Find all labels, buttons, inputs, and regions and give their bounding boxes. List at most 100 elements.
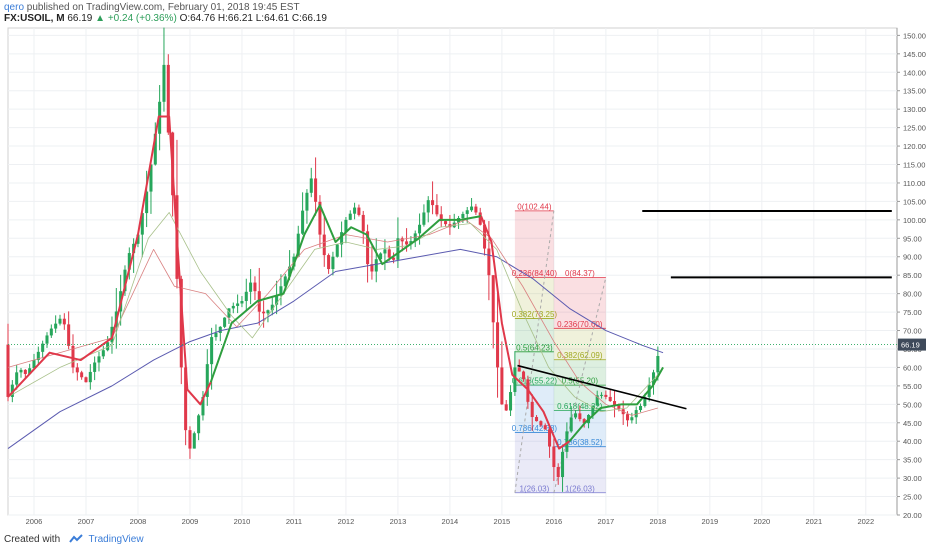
candle-body: [101, 350, 105, 357]
candle-body: [23, 369, 27, 374]
candle-body: [127, 253, 131, 270]
fib-zone: [514, 318, 554, 352]
candle-body: [626, 414, 630, 421]
candle-body: [465, 210, 469, 214]
candle-body: [643, 396, 647, 406]
ma-fast-green-line: [209, 204, 482, 383]
tradingview-brand-link[interactable]: TradingView: [88, 534, 144, 545]
candle-body: [431, 200, 435, 206]
candle-body: [322, 234, 326, 256]
candle-body: [197, 415, 201, 434]
candle-body: [205, 364, 209, 397]
candle-body: [49, 328, 53, 336]
candle-body: [439, 214, 443, 222]
price-change: ▲ +0.24 (+0.36%): [95, 13, 177, 24]
candle-body: [275, 295, 279, 305]
candle-body: [6, 344, 10, 397]
y-tick-label: 80.00: [903, 290, 922, 299]
current-price: 66.19: [67, 13, 93, 24]
y-tick-label: 90.00: [903, 253, 922, 262]
candle-body: [106, 342, 110, 351]
candle-body: [93, 362, 97, 372]
ma-fast-red-line: [480, 215, 571, 450]
candle-body: [149, 164, 153, 192]
candle-body: [266, 310, 270, 314]
candle-body: [569, 417, 573, 432]
fib-zone: [514, 385, 554, 433]
x-tick-label: 2020: [753, 517, 770, 526]
candle-body: [500, 367, 504, 405]
y-tick-label: 150.00: [903, 31, 926, 40]
candle-body: [296, 233, 300, 257]
candle-body: [262, 311, 266, 314]
fib-level-label: 0.236(84.40): [512, 269, 558, 278]
candle-body: [656, 356, 660, 373]
candle-body: [10, 384, 14, 397]
candle-body: [348, 213, 352, 220]
candle-body: [162, 64, 166, 102]
price-chart[interactable]: 20.00 25.00 30.00 35.00 40.00 45.00 50.00 55.00…: [0, 26, 932, 530]
y-tick-label: 115.00: [903, 161, 925, 170]
candle-body: [652, 372, 656, 385]
x-tick-label: 2019: [701, 517, 718, 526]
x-tick-label: 2011: [286, 517, 302, 526]
fib-retracement-1: 0(102.44)0.236(84.40)0.382(73.25)0.5(64.…: [512, 202, 558, 493]
y-tick-label: 50.00: [903, 400, 922, 409]
tradingview-logo-icon: [69, 534, 83, 543]
x-tick-label: 2013: [390, 517, 407, 526]
x-tick-label: 2007: [78, 517, 95, 526]
last-price-label: 66.19: [901, 341, 920, 350]
candle-body: [426, 200, 430, 213]
candle-body: [223, 317, 227, 327]
author-link[interactable]: qero: [4, 2, 25, 13]
candle-body: [574, 413, 578, 418]
candle-body: [639, 405, 643, 411]
candle-body: [36, 351, 40, 361]
x-tick-label: 2021: [805, 517, 822, 526]
x-tick-label: 2006: [26, 517, 43, 526]
candle-body: [240, 301, 244, 304]
candle-body: [487, 248, 491, 276]
ma-slow-line: [7, 248, 664, 449]
publish-info: qero published on TradingView.com, Febru…: [4, 2, 300, 13]
candle-body: [535, 417, 539, 422]
candle-body: [58, 318, 62, 324]
candle-body: [565, 431, 569, 452]
y-tick-label: 70.00: [903, 327, 922, 336]
candle-body: [45, 335, 49, 344]
y-tick-label: 25.00: [903, 493, 922, 502]
candle-body: [253, 282, 257, 292]
candle-body: [591, 405, 595, 415]
candle-body: [435, 205, 439, 215]
fib-level-label: 0.786(42.38): [512, 424, 558, 433]
candle-body: [617, 405, 621, 410]
candle-body: [396, 238, 400, 260]
candle-body: [41, 343, 45, 352]
candle-body: [513, 367, 517, 393]
y-tick-label: 100.00: [903, 216, 926, 225]
fib-level-label: 0.382(62.09): [557, 351, 603, 360]
ohlc-values: O:64.76 H:66.21 L:64.61 C:66.19: [179, 13, 327, 24]
fib-zone: [514, 351, 554, 386]
candle-body: [62, 318, 66, 325]
y-tick-label: 135.00: [903, 87, 926, 96]
y-tick-label: 45.00: [903, 419, 922, 428]
candle-body: [88, 371, 92, 383]
candle-body: [314, 178, 318, 202]
candle-body: [387, 249, 391, 258]
y-tick-label: 125.00: [903, 124, 926, 133]
chart-header: qero published on TradingView.com, Febru…: [0, 0, 932, 26]
candle-body: [474, 206, 478, 213]
candle-body: [470, 206, 474, 211]
candle-body: [145, 191, 149, 214]
candle-body: [400, 238, 404, 242]
plot-area: [7, 27, 898, 516]
footer-bar: Created with TradingView: [0, 530, 932, 550]
candle-body: [370, 264, 374, 272]
created-with-text: Created with: [4, 534, 61, 545]
candle-body: [405, 241, 409, 245]
candle-body: [543, 425, 547, 430]
candle-body: [301, 210, 305, 234]
y-tick-label: 140.00: [903, 68, 926, 77]
candle-body: [613, 401, 617, 406]
